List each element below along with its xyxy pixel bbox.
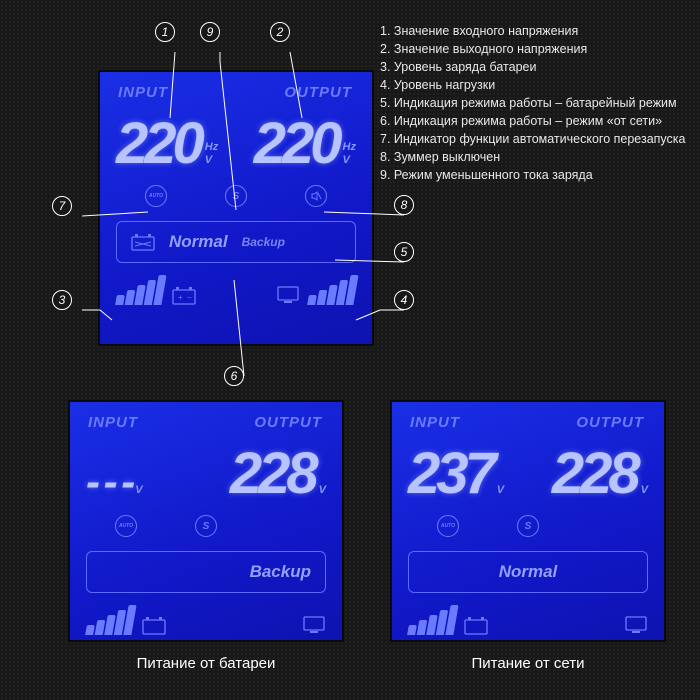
battery-level-bars bbox=[408, 605, 456, 635]
legend-item: 9. Режим уменьшенного тока заряда bbox=[380, 166, 685, 184]
output-value: 228 bbox=[230, 445, 315, 503]
legend-item: 6. Индикация режима работы – режим «от с… bbox=[380, 112, 685, 130]
lcd-battery-mode: INPUT OUTPUT - - -V 228V AUTO S Backup bbox=[68, 400, 344, 642]
legend-item: 3. Уровень заряда батареи bbox=[380, 58, 685, 76]
marker-4: 4 bbox=[394, 290, 414, 310]
marker-9: 9 bbox=[200, 22, 220, 42]
mode-box: Normal bbox=[408, 551, 648, 593]
mode-box: Normal Backup bbox=[116, 221, 356, 263]
mute-icon bbox=[305, 185, 327, 207]
monitor-icon bbox=[302, 615, 326, 635]
marker-5: 5 bbox=[394, 242, 414, 262]
legend-item: 5. Индикация режима работы – батарейный … bbox=[380, 94, 685, 112]
input-value: 237 bbox=[408, 445, 493, 503]
legend-item: 8. Зуммер выключен bbox=[380, 148, 685, 166]
lcd-main: INPUT OUTPUT 220 HzV 220 HzV AUTO S Norm… bbox=[98, 70, 374, 346]
mode-text: Backup bbox=[250, 562, 311, 582]
mode-box: Backup bbox=[86, 551, 326, 593]
marker-2: 2 bbox=[270, 22, 290, 42]
marker-6: 6 bbox=[224, 366, 244, 386]
input-value: - - - bbox=[86, 461, 131, 503]
load-level-bars bbox=[308, 275, 356, 305]
legend-item: 2. Значение выходного напряжения bbox=[380, 40, 685, 58]
marker-1: 1 bbox=[155, 22, 175, 42]
output-value: 220 bbox=[254, 115, 339, 173]
input-label: INPUT bbox=[118, 84, 168, 101]
s-mode-icon: S bbox=[225, 185, 247, 207]
auto-restart-icon: AUTO bbox=[437, 515, 459, 537]
output-value-group: 220 HzV bbox=[254, 115, 356, 173]
input-value: 220 bbox=[116, 115, 201, 173]
output-label: OUTPUT bbox=[284, 84, 352, 101]
output-value: 228 bbox=[552, 445, 637, 503]
legend-item: 4. Уровень нагрузки bbox=[380, 76, 685, 94]
mode-text: Normal bbox=[499, 562, 558, 582]
battery-small-icon bbox=[464, 615, 488, 635]
s-mode-icon: S bbox=[517, 515, 539, 537]
lcd-mains-mode: INPUT OUTPUT 237V 228V AUTO S Normal bbox=[390, 400, 666, 642]
s-mode-icon: S bbox=[195, 515, 217, 537]
marker-3: 3 bbox=[52, 290, 72, 310]
legend-list: 1. Значение входного напряжения 2. Значе… bbox=[380, 22, 685, 184]
legend-item: 1. Значение входного напряжения bbox=[380, 22, 685, 40]
marker-7: 7 bbox=[52, 196, 72, 216]
monitor-icon bbox=[624, 615, 648, 635]
battery-icon bbox=[131, 233, 155, 251]
monitor-icon bbox=[276, 285, 300, 305]
battery-level-bars bbox=[86, 605, 134, 635]
input-label: INPUT bbox=[88, 414, 138, 431]
caption-battery: Питание от батареи bbox=[68, 655, 344, 672]
auto-restart-icon: AUTO bbox=[145, 185, 167, 207]
svg-text:−: − bbox=[187, 293, 192, 302]
output-label: OUTPUT bbox=[254, 414, 322, 431]
legend-item: 7. Индикатор функции автоматического пер… bbox=[380, 130, 685, 148]
mode-normal: Normal bbox=[169, 232, 228, 252]
battery-small-icon: +− bbox=[172, 285, 196, 305]
input-value-group: 220 HzV bbox=[116, 115, 218, 173]
caption-mains: Питание от сети bbox=[390, 655, 666, 672]
svg-text:+: + bbox=[178, 293, 183, 302]
marker-8: 8 bbox=[394, 195, 414, 215]
auto-restart-icon: AUTO bbox=[115, 515, 137, 537]
mode-backup: Backup bbox=[242, 235, 285, 249]
battery-small-icon bbox=[142, 615, 166, 635]
output-label: OUTPUT bbox=[576, 414, 644, 431]
input-label: INPUT bbox=[410, 414, 460, 431]
battery-level-bars bbox=[116, 275, 164, 305]
